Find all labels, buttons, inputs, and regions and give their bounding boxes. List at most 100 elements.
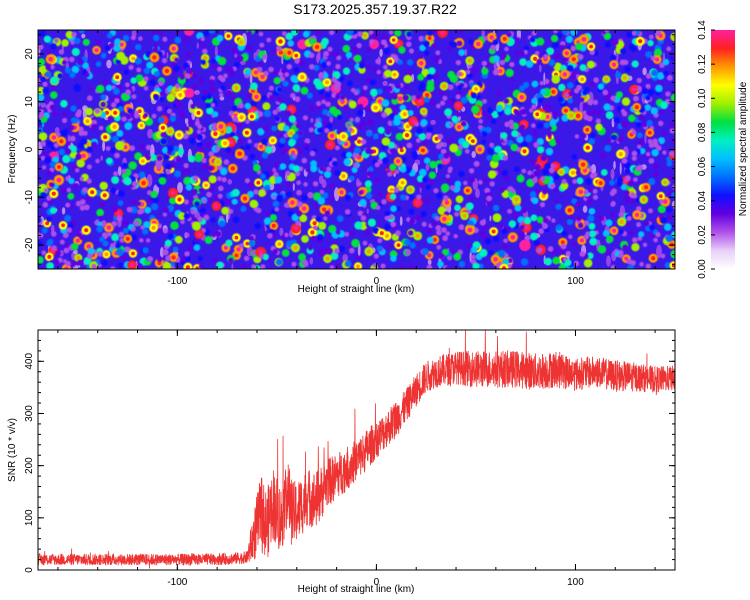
- spectrogram-blob: [468, 39, 474, 45]
- spectrogram-blob: [249, 199, 258, 209]
- spectrogram-blob: [286, 240, 294, 248]
- spectrogram-blob: [561, 230, 568, 237]
- spectrogram-blob: [322, 109, 329, 116]
- spectrogram-blob: [316, 234, 324, 241]
- spectrogram-blob: [110, 266, 116, 269]
- spectrogram-blob: [217, 193, 223, 199]
- spectrogram-blob: [102, 240, 109, 247]
- spectrogram-blob: [196, 134, 203, 141]
- spectrogram-blob: [418, 35, 425, 42]
- spectrogram-blob: [638, 231, 645, 238]
- spectrogram-blob: [552, 114, 558, 120]
- spectrogram-streak: [464, 48, 468, 56]
- spectrogram-blob-core: [197, 232, 202, 237]
- spectrogram-blob: [248, 240, 255, 247]
- spectrogram-blob: [82, 187, 88, 194]
- spectrogram-blob: [240, 264, 246, 269]
- spectrogram-blob: [75, 153, 82, 160]
- spectrogram-blob: [502, 155, 509, 161]
- spectrogram-blob-core: [580, 162, 586, 167]
- spectrogram-blob: [326, 247, 333, 254]
- spectrogram-blob: [246, 45, 252, 51]
- spectrogram-blob: [537, 97, 544, 103]
- spectrogram-blob: [105, 84, 113, 92]
- spectrogram-blob: [606, 138, 612, 144]
- spectrogram-blob: [589, 49, 595, 55]
- spectrogram-blob-core: [90, 190, 95, 195]
- spectrogram-blob: [318, 250, 325, 257]
- spectrogram-blob: [637, 164, 644, 171]
- spectrogram-blob: [107, 116, 113, 121]
- spectrogram-blob: [489, 181, 495, 187]
- spectrogram-blob-core: [203, 56, 208, 60]
- spectrogram-blob: [304, 138, 311, 144]
- spectrogram-blob: [492, 55, 500, 63]
- spectrogram-blob: [183, 62, 189, 69]
- spectrogram-blob: [276, 86, 283, 93]
- spectrogram-blob: [529, 159, 535, 165]
- spectrogram-blob: [632, 237, 638, 243]
- spectrogram-blob: [62, 60, 67, 66]
- spectrogram-blob: [244, 178, 250, 184]
- spectrogram-blob-core: [277, 242, 282, 247]
- spectrogram-blob: [130, 77, 137, 84]
- spectrogram-blob: [565, 251, 571, 256]
- spectrogram-blob: [101, 220, 107, 225]
- spectrogram-blob: [487, 170, 497, 179]
- spectrogram-blob: [50, 207, 57, 214]
- spectrogram-blob: [76, 109, 82, 115]
- spectrogram-blob: [653, 237, 658, 243]
- spectrogram-blob: [216, 176, 222, 182]
- spectrogram-blob: [519, 124, 525, 130]
- spectrogram-blob: [672, 184, 675, 190]
- spectrogram-blob: [116, 51, 126, 61]
- spectrogram-blob: [294, 58, 301, 64]
- spectrogram-blob: [605, 249, 611, 256]
- spectrogram-blob: [663, 70, 669, 77]
- spectrogram-streak: [329, 116, 334, 123]
- spectrogram-blob: [534, 51, 540, 56]
- spectrogram-blob: [436, 244, 442, 250]
- spectrogram-blob: [390, 221, 397, 228]
- spectrogram-blob: [604, 32, 612, 41]
- x-tick-label: -100: [167, 577, 187, 588]
- spectrogram-blob: [391, 97, 399, 105]
- spectrogram-blob: [111, 233, 120, 242]
- spectrogram-blob: [431, 43, 437, 49]
- spectrogram-streak: [310, 118, 314, 123]
- spectrogram-blob: [319, 189, 325, 195]
- spectrogram-blob: [406, 31, 413, 37]
- spectrogram-blob: [370, 79, 376, 86]
- spectrogram-blob: [287, 40, 294, 47]
- spectrogram-blob: [142, 247, 149, 254]
- spectrogram-blob: [99, 236, 105, 243]
- spectrogram-blob: [307, 192, 314, 199]
- spectrogram-blob: [303, 143, 309, 148]
- spectrogram-blob: [291, 261, 297, 267]
- spectrogram-blob-core: [579, 238, 585, 243]
- spectrogram-blob: [540, 176, 546, 182]
- spectrogram-streak: [40, 102, 46, 108]
- spectrogram-blob: [317, 197, 326, 205]
- spectrogram-blob: [527, 170, 533, 176]
- spectrogram-blob: [87, 247, 95, 255]
- spectrogram-blob: [389, 193, 397, 200]
- spectrogram-blob: [636, 222, 642, 228]
- spectrogram-blob: [86, 164, 92, 170]
- spectrogram-blob-core: [86, 244, 92, 249]
- spectrogram-blob: [456, 111, 462, 117]
- spectrogram-blob: [531, 123, 536, 128]
- spectrogram-blob: [423, 96, 430, 103]
- spectrogram-blob: [469, 176, 476, 183]
- spectrogram-blob: [124, 246, 131, 253]
- spectrogram-blob: [343, 158, 352, 166]
- spectrogram-blob: [244, 102, 252, 110]
- spectrogram-blob: [447, 255, 452, 261]
- spectrogram-blob: [582, 110, 588, 116]
- spectrogram-streak: [619, 162, 622, 175]
- spectrogram-blob-core: [567, 208, 572, 213]
- spectrogram-blob: [490, 44, 497, 51]
- spectrogram-blob-core: [254, 94, 259, 99]
- spectrogram-blob: [633, 177, 638, 183]
- spectrogram-blob: [482, 98, 487, 104]
